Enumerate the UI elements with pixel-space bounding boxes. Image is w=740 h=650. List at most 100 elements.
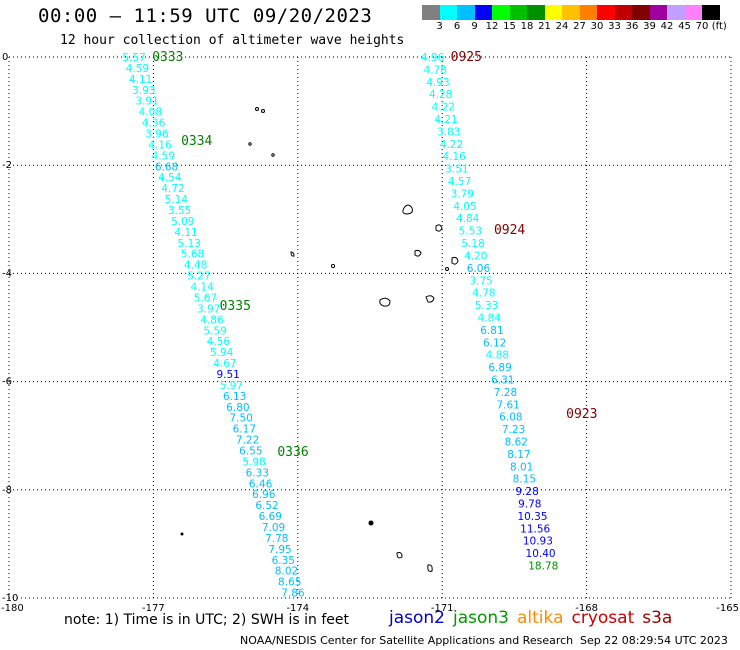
island-outline — [427, 564, 433, 572]
wave-height-value: 8.15 — [513, 474, 536, 486]
color-scale-label: 33 — [608, 21, 621, 32]
wave-height-value: 4.11 — [174, 227, 197, 239]
pass-time-label: 0336 — [277, 445, 308, 460]
x-tick-label: -180 — [1, 603, 24, 614]
wave-height-value: 3.96 — [145, 129, 169, 141]
wave-height-value: 6.33 — [246, 467, 269, 479]
wave-height-value: 4.88 — [486, 350, 509, 362]
island-outline — [402, 204, 413, 215]
x-tick-label: -165 — [716, 603, 739, 614]
color-scale-label: 6 — [453, 21, 461, 32]
island-outlines — [180, 107, 459, 572]
color-scale-label: 9 — [471, 21, 478, 32]
color-swatch — [562, 5, 580, 20]
wave-height-value: 4.05 — [453, 201, 476, 213]
wave-height-value: 4.56 — [207, 336, 231, 348]
pass-time-label: 0334 — [181, 134, 212, 149]
wave-height-value: 6.55 — [239, 445, 262, 457]
color-scale-labels: 3 6 9 12 15 18 21 24 27 30 33 36 39 42 45 70 (ft) — [422, 21, 727, 35]
color-swatch — [439, 5, 457, 20]
wave-height-value: 8.17 — [507, 449, 530, 461]
color-swatch — [579, 5, 597, 20]
color-swatch — [614, 5, 632, 20]
wave-height-value: 5.14 — [165, 194, 189, 206]
color-scale-unit: (ft) — [711, 21, 727, 32]
color-swatch — [544, 5, 562, 20]
axis-layer: -180 -177 -174 -171 -168 -165 0 -2 -4 -6 -8 -10 — [1, 52, 739, 614]
color-scale-label: 42 — [660, 21, 674, 32]
chart-subtitle: 12 hour collection of altimeter wave hei… — [60, 33, 405, 48]
island-outline — [330, 263, 336, 269]
color-scale-label: 39 — [643, 21, 656, 32]
color-swatch — [492, 5, 510, 20]
wave-height-value: 6.89 — [488, 362, 511, 374]
wave-height-value: 3.91 — [135, 96, 158, 108]
wave-height-value: 4.96 — [421, 52, 445, 64]
island-outline — [261, 109, 265, 113]
satellite-legend: jason2 jason3 altika cryosat s3a — [389, 608, 680, 628]
wave-height-value: 3.79 — [451, 188, 474, 200]
x-tick-label: -177 — [142, 603, 165, 614]
wave-height-value: 3.75 — [469, 275, 492, 287]
wave-height-value: 4.36 — [142, 118, 166, 130]
wave-height-value: 4.22 — [440, 139, 463, 151]
color-swatch — [509, 5, 527, 20]
color-scale-label: 3 — [436, 21, 443, 32]
wave-height-value: 5.18 — [461, 238, 484, 250]
y-tick-label: -4 — [2, 268, 12, 279]
color-swatch — [597, 5, 615, 20]
wave-height-value: 4.28 — [429, 89, 452, 101]
wave-height-value: 4.16 — [442, 151, 466, 163]
y-tick-label: 0 — [2, 52, 8, 63]
wave-height-value: 5.27 — [187, 271, 210, 283]
wave-height-value: 4.57 — [448, 176, 471, 188]
color-scale-label: 15 — [503, 21, 516, 32]
wave-height-value: 4.78 — [424, 64, 447, 76]
wave-height-value: 11.56 — [520, 523, 550, 535]
x-tick-label: -174 — [286, 603, 309, 614]
wave-height-value: 4.67 — [213, 358, 236, 370]
wave-height-value: 6.46 — [249, 478, 273, 490]
wave-height-value: 4.08 — [139, 107, 162, 119]
island-outline — [425, 295, 435, 303]
legend-jason2: jason2 — [389, 608, 445, 628]
color-swatch — [702, 5, 720, 20]
generated-timestamp: Sep 22 08:29:54 UTC 2023 — [580, 634, 728, 647]
track-cryosat: 4.964.784.934.284.224.213.834.224.163.51… — [421, 50, 598, 573]
wave-height-value: 18.78 — [528, 561, 558, 573]
island-outline — [451, 256, 459, 265]
wave-height-value: 10.93 — [523, 536, 553, 548]
wave-height-value: 6.52 — [255, 500, 278, 512]
color-swatch — [684, 5, 702, 20]
island-outline — [445, 267, 449, 271]
wave-height-value: 4.72 — [161, 183, 184, 195]
wave-height-value: 9.28 — [515, 486, 538, 498]
pass-time-label: 0333 — [152, 50, 183, 65]
wave-height-value: 4.48 — [184, 260, 207, 272]
y-tick-label: -2 — [2, 160, 12, 171]
wave-height-value: 4.54 — [158, 172, 182, 184]
wave-height-value: 7.61 — [496, 399, 519, 411]
wave-height-value: 4.21 — [434, 114, 457, 126]
color-scale-label: 30 — [590, 21, 604, 32]
wave-height-value: 7.09 — [262, 522, 285, 534]
wave-height-value: 5.59 — [203, 325, 226, 337]
wave-height-value: 8.65 — [278, 577, 301, 589]
wave-height-value: 6.12 — [483, 337, 506, 349]
pass-time-label: 0923 — [566, 407, 597, 422]
island-outline — [379, 297, 391, 307]
wave-height-value: 8.01 — [510, 461, 533, 473]
wave-height-value: 7.86 — [281, 588, 305, 600]
color-scale-bar — [422, 5, 720, 20]
color-scale-label: 36 — [625, 21, 639, 32]
color-swatch — [667, 5, 685, 20]
island-outline — [248, 142, 252, 146]
wave-height-value: 4.22 — [432, 102, 455, 114]
x-tick-label: -168 — [575, 603, 598, 614]
wave-height-value: 4.16 — [148, 139, 172, 151]
wave-height-value: 4.20 — [464, 250, 487, 262]
pass-time-label: 0335 — [220, 299, 251, 314]
wave-height-value: 7.28 — [494, 387, 517, 399]
wave-height-value: 8.62 — [505, 437, 528, 449]
wave-height-value: 6.35 — [272, 555, 295, 567]
